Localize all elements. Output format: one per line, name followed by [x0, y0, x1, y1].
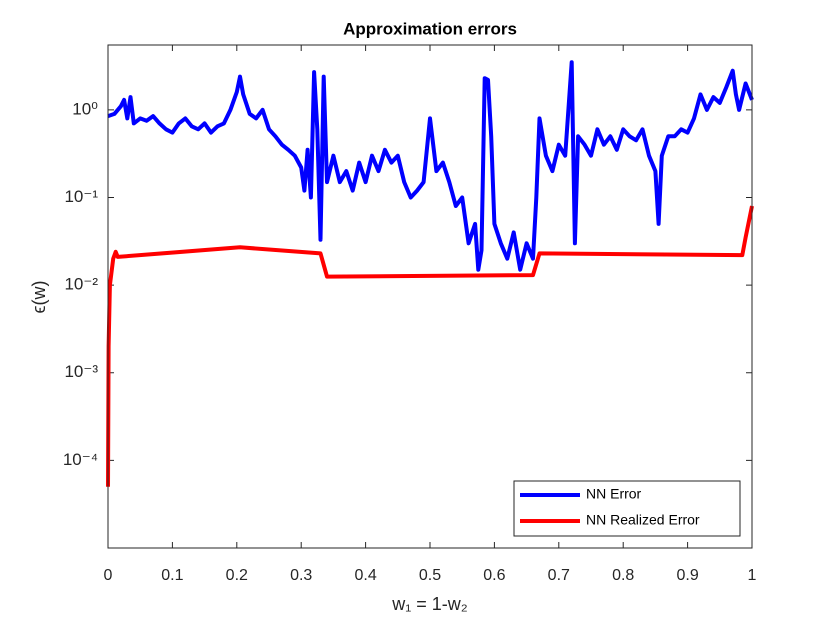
x-tick-label: 0.1 — [161, 567, 183, 584]
x-tick-label: 0.5 — [419, 567, 441, 584]
legend-box — [513, 480, 741, 537]
legend-label: NN Realized Error — [586, 512, 700, 528]
axes-box — [107, 44, 753, 549]
y-tick-label: 10⁰ — [72, 99, 98, 118]
y-tick-label: 10⁻³ — [64, 362, 98, 381]
x-tick-label: 1 — [748, 567, 757, 584]
legend: NN Error NN Realized Error — [513, 480, 741, 537]
y-tick-label: 10⁻² — [64, 275, 98, 294]
x-axis-label: w₁ = 1-w₂ — [391, 594, 468, 614]
x-tick-label: 0.6 — [483, 567, 505, 584]
y-axis-label: ϵ(w) — [29, 281, 49, 314]
data-line — [106, 205, 754, 487]
x-tick-label: 0.7 — [548, 567, 570, 584]
y-tick-label: 10⁻⁴ — [63, 450, 98, 469]
data-line — [107, 60, 754, 272]
x-tick-label: 0.8 — [612, 567, 634, 584]
x-tick-label: 0 — [104, 567, 113, 584]
chart-title: Approximation errors — [343, 19, 517, 38]
x-tick-label: 0.4 — [354, 567, 376, 584]
x-tick-label: 0.3 — [290, 567, 312, 584]
y-tick-label: 10⁻¹ — [64, 187, 98, 206]
legend-label: NN Error — [586, 486, 642, 502]
x-tick-label: 0.2 — [226, 567, 248, 584]
x-tick-label: 0.9 — [676, 567, 698, 584]
